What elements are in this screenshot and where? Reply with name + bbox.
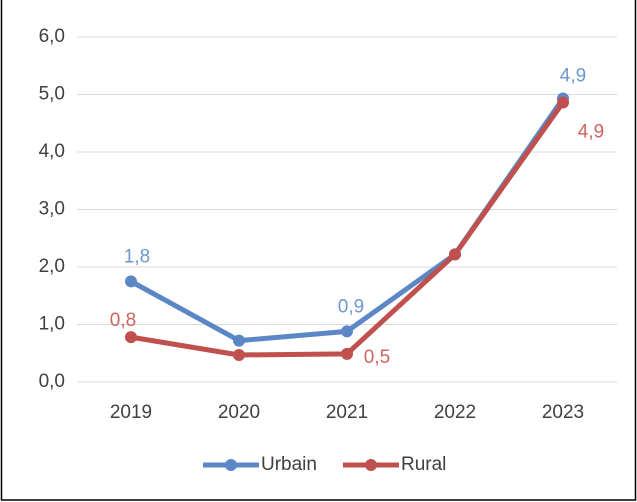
legend-label: Urbain: [261, 454, 317, 475]
data-label: 4,9: [578, 122, 604, 143]
marker: [233, 334, 245, 347]
marker: [341, 325, 353, 338]
x-tick-label: 2020: [218, 402, 260, 423]
legend-marker: [364, 459, 377, 471]
marker: [557, 96, 569, 109]
y-tick-label: 4,0: [39, 141, 65, 162]
x-tick-label: 2022: [434, 402, 476, 423]
data-label: 4,9: [560, 66, 586, 87]
y-tick-label: 5,0: [39, 84, 65, 105]
y-tick-label: 1,0: [39, 314, 65, 335]
data-label: 1,8: [124, 246, 150, 267]
x-tick-label: 2019: [110, 402, 152, 423]
marker: [449, 248, 461, 261]
marker: [233, 348, 245, 361]
data-label: 0,8: [110, 310, 136, 331]
marker: [341, 347, 353, 360]
y-tick-label: 0,0: [39, 371, 65, 392]
marker: [125, 275, 137, 288]
y-tick-label: 3,0: [39, 199, 65, 220]
x-tick-label: 2021: [326, 402, 368, 423]
legend-marker: [225, 459, 237, 471]
data-label: 0,9: [338, 296, 364, 317]
marker: [125, 331, 137, 344]
x-tick-label: 2023: [542, 402, 584, 423]
data-label: 0,5: [364, 347, 390, 368]
legend-label: Rural: [401, 454, 446, 475]
y-tick-label: 6,0: [39, 26, 65, 47]
y-tick-label: 2,0: [39, 256, 65, 277]
